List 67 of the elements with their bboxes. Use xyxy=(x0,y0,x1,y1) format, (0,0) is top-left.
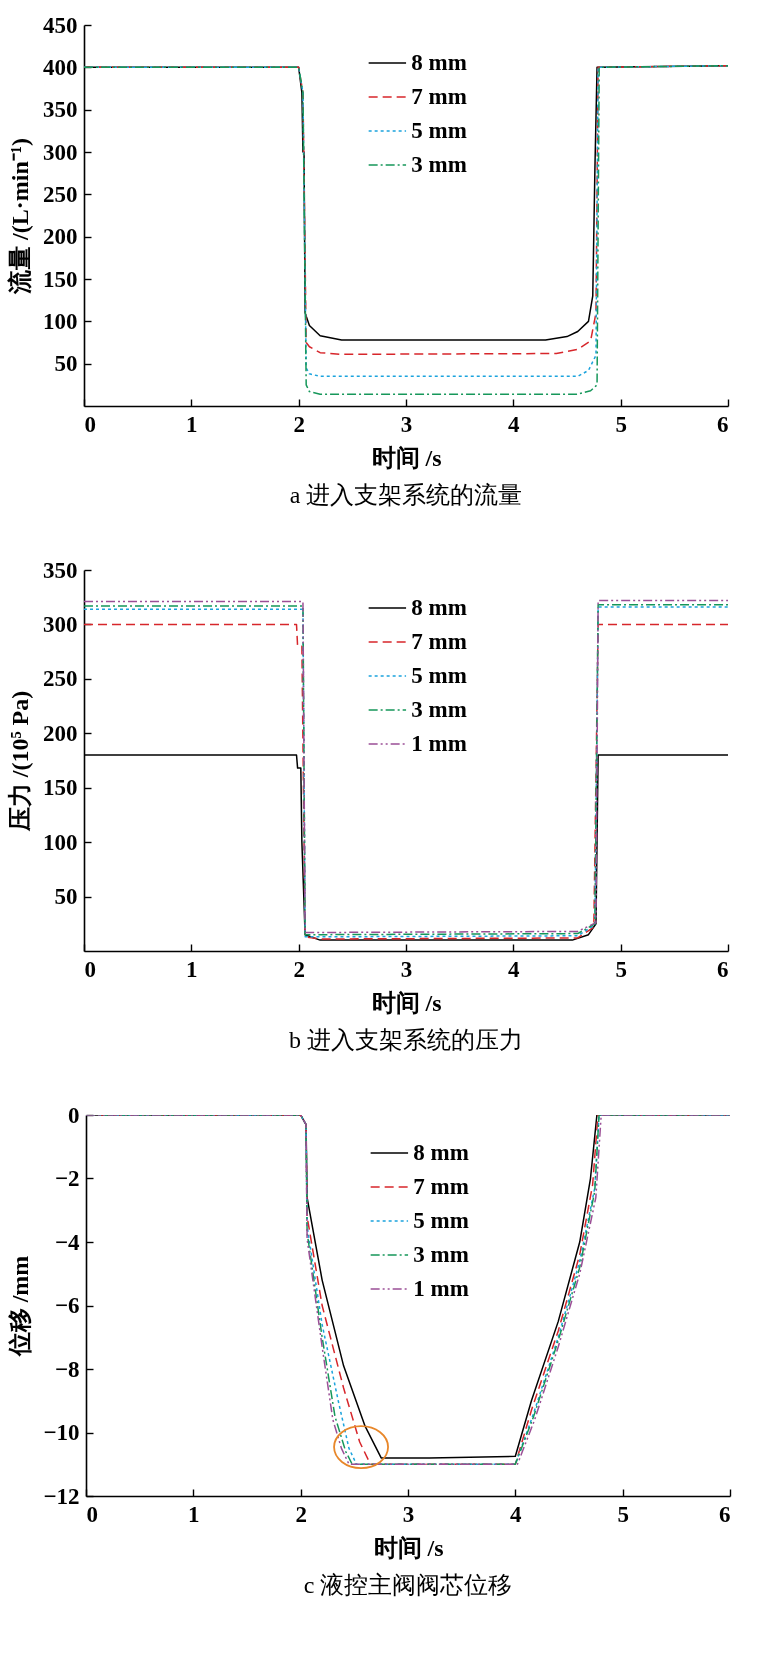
y-tick-label: 200 xyxy=(43,720,78,746)
legend-label: 5 mm xyxy=(411,118,467,143)
x-tick-label: 3 xyxy=(400,411,413,437)
legend-label: 7 mm xyxy=(411,84,467,109)
x-axis-title: 时间 /s xyxy=(373,1534,444,1561)
x-tick-label: 3 xyxy=(400,956,413,982)
y-tick-label: −8 xyxy=(54,1356,80,1382)
y-tick-label: −6 xyxy=(54,1293,80,1318)
legend-label: 8 mm xyxy=(413,1140,469,1165)
x-tick-label: 6 xyxy=(717,956,729,982)
legend-label: 3 mm xyxy=(411,697,467,722)
x-tick-label: 6 xyxy=(717,411,729,437)
y-tick-label: 300 xyxy=(43,611,78,637)
y-tick-label: 350 xyxy=(43,557,78,583)
text: a 进入支架系统的流量 xyxy=(289,482,523,508)
text: c 液控主阀阀芯位移 xyxy=(303,1572,513,1598)
y-tick-label: 300 xyxy=(43,139,78,165)
x-tick-label: 3 xyxy=(402,1501,415,1527)
y-axis-title: 压力 /(10⁵ Pa) xyxy=(7,690,33,833)
x-tick-label: 6 xyxy=(719,1501,731,1527)
x-tick-label: 4 xyxy=(508,956,521,982)
x-axis-title: 时间 /s xyxy=(371,989,442,1016)
legend-label: 8 mm xyxy=(411,50,467,75)
y-tick-label: 150 xyxy=(43,266,78,292)
x-tick-label: 2 xyxy=(293,956,305,982)
x-tick-label: 4 xyxy=(508,411,521,437)
x-tick-label: 0 xyxy=(86,1501,98,1527)
y-tick-label: 50 xyxy=(54,884,78,910)
x-tick-label: 5 xyxy=(617,1501,629,1527)
x-tick-label: 1 xyxy=(188,1501,200,1527)
y-tick-label: −4 xyxy=(54,1229,80,1255)
y-tick-label: 350 xyxy=(43,97,78,123)
x-tick-label: 1 xyxy=(186,956,198,982)
legend-label: 5 mm xyxy=(411,663,467,688)
y-axis-title: 位移 /mm xyxy=(7,1255,34,1358)
x-axis-title: 时间 /s xyxy=(371,444,442,471)
legend-label: 3 mm xyxy=(411,152,467,177)
y-tick-label: 150 xyxy=(43,775,78,801)
x-tick-label: 5 xyxy=(615,411,627,437)
x-tick-label: 0 xyxy=(84,956,96,982)
y-tick-label: 400 xyxy=(43,54,78,80)
x-tick-label: 4 xyxy=(510,1501,523,1527)
y-tick-label: 50 xyxy=(54,351,78,377)
x-tick-label: 2 xyxy=(295,1501,307,1527)
x-tick-label: 0 xyxy=(84,411,96,437)
y-tick-label: 100 xyxy=(43,829,78,855)
y-tick-label: 0 xyxy=(68,1102,80,1128)
y-tick-label: 100 xyxy=(43,308,78,334)
y-tick-label: 200 xyxy=(43,224,78,250)
y-tick-label: −10 xyxy=(43,1420,80,1445)
legend-label: 1 mm xyxy=(411,731,467,756)
y-tick-label: −2 xyxy=(54,1166,80,1191)
text: b 进入支架系统的压力 xyxy=(289,1027,523,1053)
x-tick-label: 1 xyxy=(186,411,198,437)
y-tick-label: 450 xyxy=(43,12,78,38)
y-tick-label: 250 xyxy=(43,181,78,207)
x-tick-label: 2 xyxy=(293,411,305,437)
legend-label: 7 mm xyxy=(413,1174,469,1199)
y-axis-title: 流量 /(L·min⁻¹) xyxy=(7,138,33,295)
legend-label: 3 mm xyxy=(413,1242,469,1267)
y-tick-label: 250 xyxy=(43,666,78,692)
legend-label: 1 mm xyxy=(413,1276,469,1301)
legend-label: 5 mm xyxy=(413,1208,469,1233)
legend-label: 8 mm xyxy=(411,595,467,620)
y-tick-label: −12 xyxy=(43,1483,80,1509)
x-tick-label: 5 xyxy=(615,956,627,982)
legend-label: 7 mm xyxy=(411,629,467,654)
